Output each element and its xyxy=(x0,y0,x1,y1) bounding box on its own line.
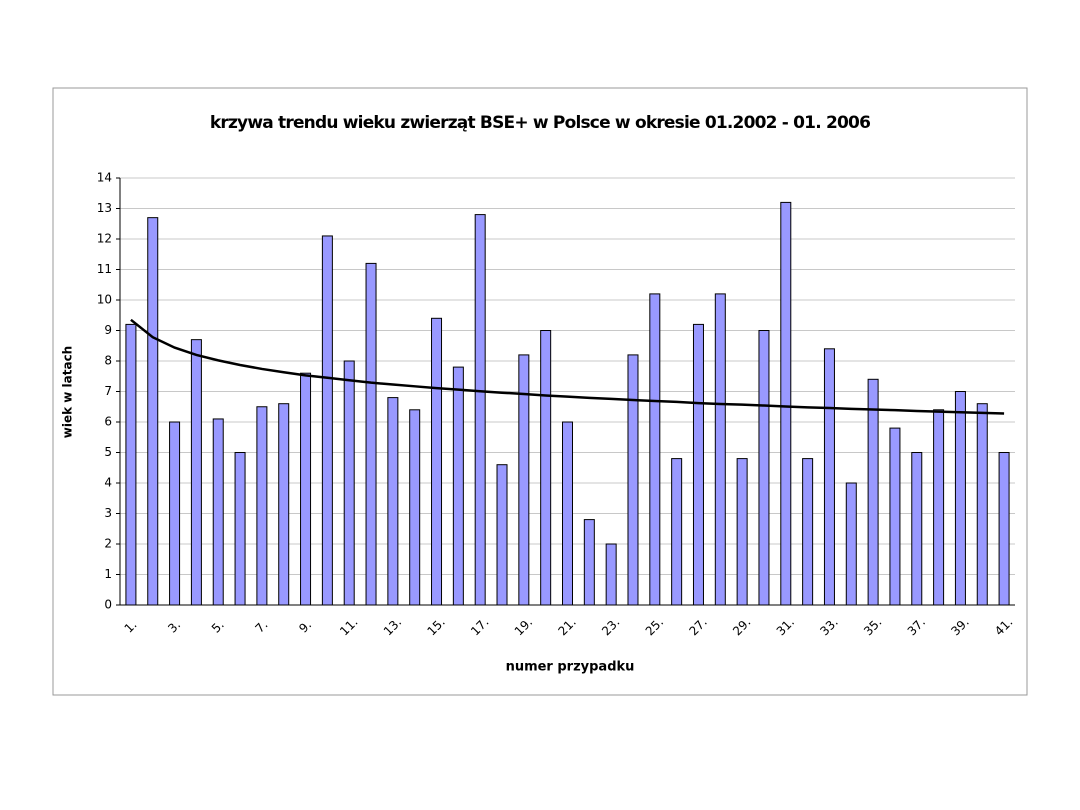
bar xyxy=(605,543,617,606)
bar xyxy=(627,354,639,606)
bar xyxy=(758,330,770,606)
y-tick-label: 0 xyxy=(104,598,112,612)
y-tick-label: 8 xyxy=(104,354,112,368)
y-tick-label: 4 xyxy=(104,476,112,490)
bar xyxy=(365,262,377,606)
bar xyxy=(845,482,857,606)
x-axis-title: numer przypadku xyxy=(506,660,635,675)
bar xyxy=(212,418,224,606)
bar xyxy=(889,427,901,606)
y-tick-label: 12 xyxy=(97,232,112,246)
bar xyxy=(933,409,945,606)
bar xyxy=(321,235,333,606)
y-tick-label: 7 xyxy=(104,384,112,398)
y-tick-label: 10 xyxy=(97,293,112,307)
bar xyxy=(343,360,355,606)
bar xyxy=(780,201,792,606)
bar xyxy=(540,330,552,606)
bar xyxy=(714,293,726,606)
y-tick-label: 9 xyxy=(104,323,112,337)
bar xyxy=(867,378,879,606)
bar xyxy=(256,406,268,606)
trend-line xyxy=(130,318,1005,415)
bar xyxy=(671,458,683,606)
bar xyxy=(911,452,923,606)
y-tick-label: 3 xyxy=(104,506,112,520)
bar xyxy=(692,323,704,606)
y-tick-label: 11 xyxy=(97,262,112,276)
bar xyxy=(431,317,443,606)
chart-title: krzywa trendu wieku zwierząt BSE+ w Pols… xyxy=(210,113,870,133)
bar xyxy=(474,214,486,606)
bar xyxy=(147,217,159,606)
bar xyxy=(649,293,661,606)
y-tick-label: 1 xyxy=(104,567,112,581)
y-tick-label: 13 xyxy=(97,201,112,215)
bar xyxy=(409,409,421,606)
bar xyxy=(125,323,137,606)
bar xyxy=(496,464,508,606)
bar xyxy=(562,421,573,606)
y-axis-title: wiek w latach xyxy=(61,346,75,438)
bar xyxy=(278,403,290,606)
bar xyxy=(976,403,988,606)
y-tick-label: 2 xyxy=(104,537,112,551)
bar xyxy=(583,519,595,606)
bar xyxy=(736,458,748,606)
bar xyxy=(998,452,1010,606)
y-tick-label: 5 xyxy=(104,445,112,459)
bar xyxy=(518,354,530,606)
bar xyxy=(234,452,246,606)
bar xyxy=(823,348,835,606)
bar xyxy=(954,391,966,606)
y-tick-label: 14 xyxy=(97,171,112,185)
bar xyxy=(169,421,181,606)
bar xyxy=(802,458,814,606)
y-tick-label: 6 xyxy=(104,415,112,429)
bar xyxy=(387,397,399,606)
bar xyxy=(190,339,202,606)
bar xyxy=(452,366,464,606)
bar xyxy=(300,372,312,606)
